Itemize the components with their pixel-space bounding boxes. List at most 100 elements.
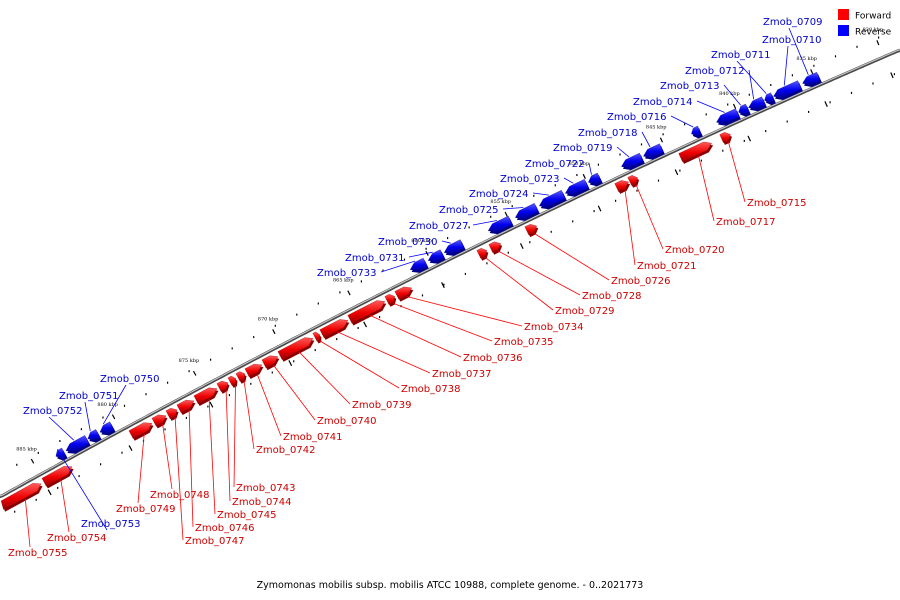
gene-label-zmob-0731[interactable]: Zmob_0731: [345, 253, 405, 264]
gene-label-zmob-0714[interactable]: Zmob_0714: [633, 97, 693, 108]
gene-label-zmob-0715[interactable]: Zmob_0715: [747, 198, 807, 209]
gene-zmob-0738[interactable]: [312, 331, 322, 344]
gene-label-zmob-0738[interactable]: Zmob_0738: [401, 384, 461, 395]
gene-label-zmob-0742[interactable]: Zmob_0742: [256, 445, 316, 456]
gene-label-zmob-0723[interactable]: Zmob_0723: [500, 174, 560, 185]
major-tick: [597, 205, 602, 212]
gene-label-zmob-0713[interactable]: Zmob_0713: [660, 81, 720, 92]
leader-line: [624, 189, 636, 266]
gene-zmob-0752[interactable]: [65, 435, 91, 454]
gene-arrow: [409, 257, 428, 271]
gene-label-zmob-0751[interactable]: Zmob_0751: [59, 391, 119, 402]
minor-tick: [813, 64, 815, 67]
gene-zmob-0734[interactable]: [394, 286, 414, 302]
gene-zmob-0721[interactable]: [614, 180, 631, 194]
minor-tick: [808, 110, 810, 113]
gene-zmob-0747[interactable]: [165, 407, 179, 421]
leader-line: [736, 60, 767, 94]
gene-label-zmob-0728[interactable]: Zmob_0728: [582, 291, 642, 302]
gene-zmob-0727[interactable]: [487, 215, 514, 235]
gene-zmob-0716[interactable]: [691, 125, 703, 139]
gene-label-zmob-0720[interactable]: Zmob_0720: [665, 245, 725, 256]
gene-label-zmob-0735[interactable]: Zmob_0735: [494, 337, 554, 348]
gene-zmob-0750[interactable]: [99, 421, 116, 436]
gene-zmob-0718[interactable]: [643, 143, 665, 160]
gene-label-zmob-0718[interactable]: Zmob_0718: [578, 128, 638, 139]
gene-label-zmob-0737[interactable]: Zmob_0737: [432, 369, 492, 380]
gene-label-zmob-0752[interactable]: Zmob_0752: [23, 406, 83, 417]
gene-label-zmob-0733[interactable]: Zmob_0733: [317, 268, 377, 279]
gene-zmob-0723[interactable]: [565, 178, 590, 197]
gene-label-zmob-0727[interactable]: Zmob_0727: [409, 221, 469, 232]
gene-label-zmob-0745[interactable]: Zmob_0745: [217, 510, 277, 521]
gene-label-zmob-0754[interactable]: Zmob_0754: [47, 533, 107, 544]
minor-tick: [593, 210, 595, 213]
gene-label-zmob-0709[interactable]: Zmob_0709: [763, 17, 823, 28]
gene-label-zmob-0729[interactable]: Zmob_0729: [555, 306, 615, 317]
gene-label-zmob-0746[interactable]: Zmob_0746: [195, 523, 255, 534]
gene-label-zmob-0741[interactable]: Zmob_0741: [283, 432, 343, 443]
gene-label-zmob-0750[interactable]: Zmob_0750: [100, 374, 160, 385]
gene-label-zmob-0724[interactable]: Zmob_0724: [469, 189, 529, 200]
gene-zmob-0724[interactable]: [539, 189, 567, 210]
gene-zmob-0742[interactable]: [235, 371, 247, 384]
gene-zmob-0735[interactable]: [384, 294, 397, 307]
gene-label-zmob-0730[interactable]: Zmob_0730: [378, 237, 438, 248]
gene-label-zmob-0744[interactable]: Zmob_0744: [232, 497, 292, 508]
gene-zmob-0725[interactable]: [515, 203, 540, 221]
gene-zmob-0743[interactable]: [227, 375, 238, 388]
gene-zmob-0739[interactable]: [277, 337, 315, 362]
gene-label-zmob-0748[interactable]: Zmob_0748: [150, 490, 210, 501]
gene-zmob-0728[interactable]: [488, 241, 503, 255]
gene-zmob-0748[interactable]: [151, 414, 168, 429]
minor-tick: [382, 269, 384, 272]
gene-label-zmob-0740[interactable]: Zmob_0740: [317, 416, 377, 427]
gene-zmob-0722[interactable]: [588, 172, 603, 187]
gene-label-zmob-0719[interactable]: Zmob_0719: [553, 143, 613, 154]
gene-zmob-0745[interactable]: [193, 387, 219, 406]
minor-tick: [80, 428, 82, 431]
gene-label-zmob-0710[interactable]: Zmob_0710: [762, 35, 822, 46]
gene-zmob-0715[interactable]: [719, 132, 732, 145]
gene-label-zmob-0721[interactable]: Zmob_0721: [637, 261, 697, 272]
gene-zmob-0740[interactable]: [261, 355, 280, 371]
gene-label-zmob-0726[interactable]: Zmob_0726: [611, 276, 671, 287]
gene-zmob-0711[interactable]: [764, 92, 776, 106]
gene-label-zmob-0722[interactable]: Zmob_0722: [525, 159, 585, 170]
gene-label-zmob-0755[interactable]: Zmob_0755: [8, 548, 68, 559]
gene-label-zmob-0736[interactable]: Zmob_0736: [463, 353, 523, 364]
gene-zmob-0730[interactable]: [443, 239, 466, 256]
gene-zmob-0737[interactable]: [319, 319, 350, 340]
gene-label-zmob-0725[interactable]: Zmob_0725: [439, 205, 499, 216]
minor-tick: [765, 130, 767, 133]
gene-label-zmob-0712[interactable]: Zmob_0712: [685, 66, 745, 77]
gene-zmob-0733[interactable]: [409, 257, 429, 273]
gene-label-zmob-0739[interactable]: Zmob_0739: [352, 400, 412, 411]
gene-zmob-0741[interactable]: [244, 363, 264, 379]
tick-label: 860 kbp: [411, 238, 432, 244]
gene-zmob-0712[interactable]: [748, 96, 767, 112]
gene-label-zmob-0747[interactable]: Zmob_0747: [185, 536, 245, 547]
gene-zmob-0755[interactable]: [0, 483, 43, 512]
gene-label-zmob-0711[interactable]: Zmob_0711: [711, 50, 771, 61]
gene-zmob-0709[interactable]: [802, 72, 822, 87]
leader-line: [256, 373, 282, 437]
gene-zmob-0713[interactable]: [738, 103, 751, 117]
gene-zmob-0731[interactable]: [427, 249, 446, 264]
gene-zmob-0719[interactable]: [621, 152, 645, 170]
gene-zmob-0717[interactable]: [678, 141, 714, 164]
gene-label-zmob-0716[interactable]: Zmob_0716: [607, 112, 667, 123]
gene-zmob-0736[interactable]: [347, 300, 387, 326]
gene-zmob-0751[interactable]: [87, 429, 102, 443]
gene-zmob-0720[interactable]: [627, 175, 640, 188]
gene-label-zmob-0749[interactable]: Zmob_0749: [116, 504, 176, 515]
gene-label-zmob-0734[interactable]: Zmob_0734: [524, 322, 584, 333]
gene-label-zmob-0753[interactable]: Zmob_0753: [81, 519, 141, 530]
gene-zmob-0710[interactable]: [773, 80, 803, 100]
gene-zmob-0714[interactable]: [716, 108, 741, 126]
gene-zmob-0744[interactable]: [216, 380, 230, 394]
gene-label-zmob-0743[interactable]: Zmob_0743: [236, 483, 296, 494]
gene-label-zmob-0717[interactable]: Zmob_0717: [716, 217, 776, 228]
gene-zmob-0746[interactable]: [176, 399, 196, 415]
gene-zmob-0749[interactable]: [128, 422, 154, 441]
